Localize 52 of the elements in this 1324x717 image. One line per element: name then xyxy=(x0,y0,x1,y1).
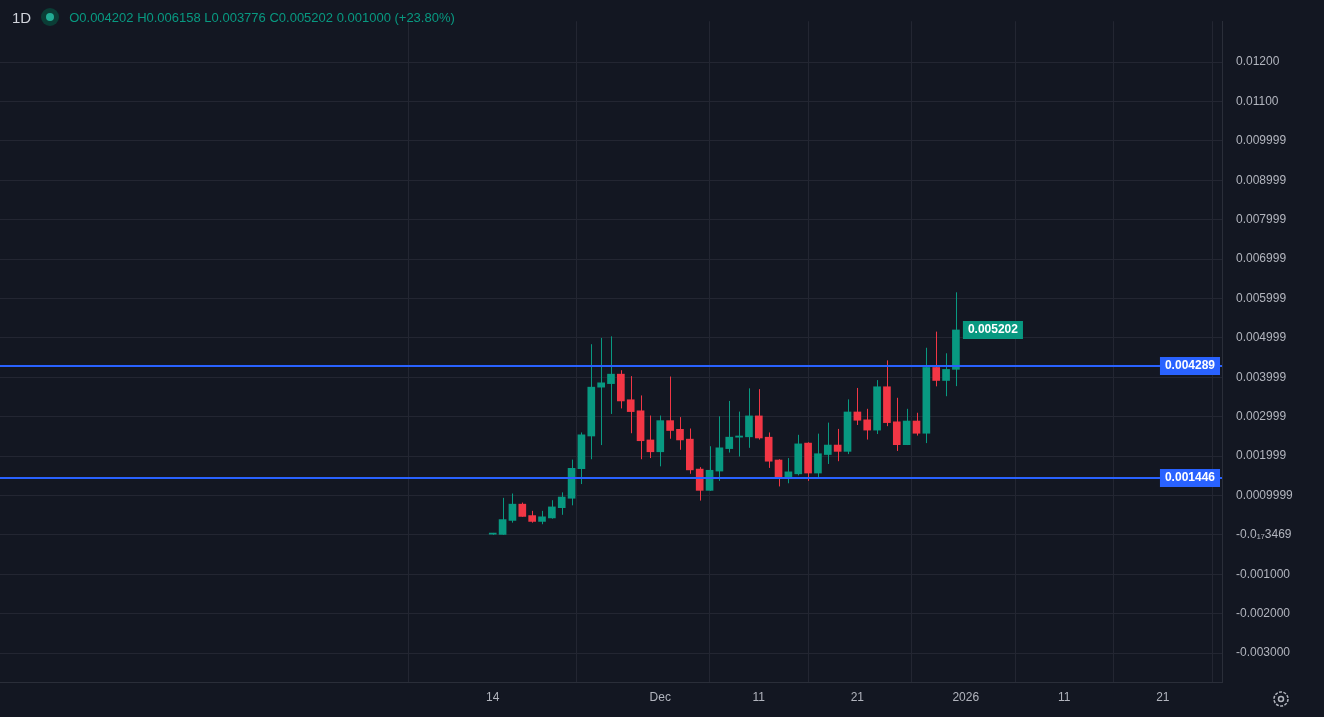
y-tick-label: -0.003000 xyxy=(1236,645,1291,660)
candlestick xyxy=(715,415,724,482)
y-tick-label: 0.006999 xyxy=(1236,251,1287,266)
y-tick-label: -0.001000 xyxy=(1236,566,1291,581)
candlestick xyxy=(666,376,674,440)
candlestick xyxy=(853,387,862,426)
x-tick-label: 2026 xyxy=(952,690,980,705)
candlestick xyxy=(735,411,743,457)
candlestick xyxy=(676,416,684,451)
candlestick xyxy=(932,331,941,387)
x-tick-label: Dec xyxy=(649,690,671,705)
y-tick-label: 0.007999 xyxy=(1236,212,1287,227)
candlestick xyxy=(695,466,704,502)
x-tick-label: 11 xyxy=(752,690,766,705)
y-tick-label: 0.0009999 xyxy=(1236,487,1294,502)
candlestick xyxy=(626,375,635,434)
candlestick xyxy=(745,387,753,449)
annotation: 0.005202 xyxy=(967,322,1019,337)
candlestick xyxy=(823,422,832,465)
candlestick xyxy=(725,400,734,454)
annotation: O0.004202 H0.006158 L0.003776 C0.005202 0.001000 (+23.80%) xyxy=(69,9,455,25)
candlestick xyxy=(498,497,507,536)
y-tick-label: -0.002000 xyxy=(1236,605,1291,620)
candlestick xyxy=(754,388,763,441)
candlestick xyxy=(942,352,950,397)
candlestick xyxy=(508,493,517,524)
x-tick-label: 14 xyxy=(486,690,500,705)
y-tick-label: 0.009999 xyxy=(1236,133,1287,148)
x-tick-label: 11 xyxy=(1058,690,1071,705)
candlestick xyxy=(597,337,605,446)
x-tick-label: 21 xyxy=(1156,690,1170,705)
candlestick xyxy=(833,428,842,462)
y-tick-label: 0.01200 xyxy=(1236,54,1280,69)
y-tick-label: 0.002999 xyxy=(1236,409,1287,424)
y-tick-label: 0.003999 xyxy=(1236,369,1287,384)
candlestick xyxy=(548,499,556,520)
y-tick-label: 0.01100 xyxy=(1236,93,1279,108)
candlestick xyxy=(814,433,822,480)
ref-line-label: 0.001446 xyxy=(1164,470,1216,485)
y-tick-label: 0.001999 xyxy=(1236,448,1287,463)
y-tick-label: 0.005999 xyxy=(1236,290,1287,305)
candlestick xyxy=(557,491,566,516)
y-tick-label: 0.004999 xyxy=(1236,330,1287,345)
candlestick xyxy=(863,408,872,441)
chart-title: 1D xyxy=(12,8,32,26)
ref-line-label: 0.004289 xyxy=(1164,358,1216,373)
candlestick xyxy=(607,335,615,415)
y-tick-label: -0.0₁₇3469 xyxy=(1236,527,1292,542)
candlestick xyxy=(912,412,921,437)
y-tick-label: 0.008999 xyxy=(1236,172,1287,187)
candlestick xyxy=(892,397,901,452)
x-tick-label: 21 xyxy=(850,690,865,705)
